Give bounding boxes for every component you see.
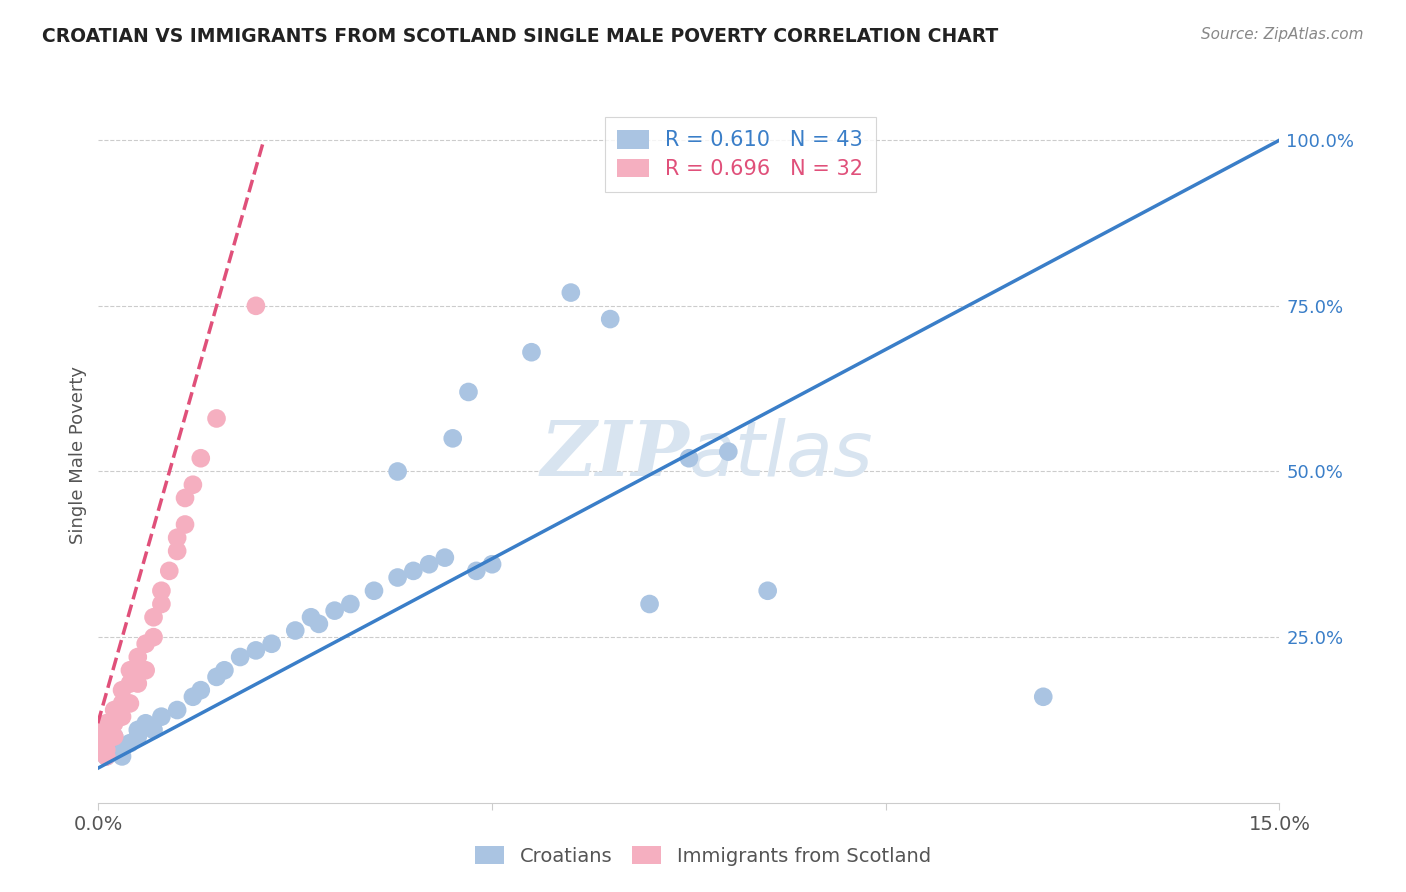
Point — [96, 743, 118, 757]
Point — [457, 384, 479, 399]
Point — [166, 703, 188, 717]
Text: atlas: atlas — [689, 418, 873, 491]
Point — [150, 597, 173, 611]
Point — [127, 730, 149, 744]
Point — [181, 477, 204, 491]
Point — [142, 610, 165, 624]
Point — [103, 736, 125, 750]
Point — [103, 730, 125, 744]
Point — [118, 697, 141, 711]
Point — [229, 650, 252, 665]
Point — [299, 610, 322, 624]
Point — [157, 564, 180, 578]
Point — [111, 743, 134, 757]
Point — [166, 531, 188, 545]
Point — [103, 716, 125, 731]
Point — [308, 616, 330, 631]
Point — [96, 743, 118, 757]
Point — [135, 637, 157, 651]
Point — [678, 451, 700, 466]
Point — [339, 597, 361, 611]
Point — [127, 723, 149, 737]
Point — [387, 570, 409, 584]
Point — [142, 630, 165, 644]
Point — [127, 650, 149, 665]
Text: Source: ZipAtlas.com: Source: ZipAtlas.com — [1201, 27, 1364, 42]
Point — [118, 736, 141, 750]
Point — [560, 285, 582, 300]
Point — [418, 558, 440, 572]
Point — [520, 345, 543, 359]
Point — [402, 564, 425, 578]
Point — [96, 716, 118, 731]
Point — [205, 670, 228, 684]
Point — [717, 444, 740, 458]
Point — [181, 690, 204, 704]
Point — [756, 583, 779, 598]
Point — [481, 558, 503, 572]
Point — [103, 703, 125, 717]
Point — [142, 723, 165, 737]
Point — [96, 736, 118, 750]
Point — [638, 597, 661, 611]
Point — [111, 709, 134, 723]
Point — [135, 716, 157, 731]
Legend: R = 0.610   N = 43, R = 0.696   N = 32: R = 0.610 N = 43, R = 0.696 N = 32 — [605, 118, 876, 192]
Point — [433, 550, 456, 565]
Point — [96, 749, 118, 764]
Point — [214, 663, 236, 677]
Point — [118, 663, 141, 677]
Point — [127, 676, 149, 690]
Point — [96, 749, 118, 764]
Point — [96, 730, 118, 744]
Point — [150, 583, 173, 598]
Point — [387, 465, 409, 479]
Point — [166, 544, 188, 558]
Point — [174, 491, 197, 505]
Point — [441, 431, 464, 445]
Point — [245, 643, 267, 657]
Text: CROATIAN VS IMMIGRANTS FROM SCOTLAND SINGLE MALE POVERTY CORRELATION CHART: CROATIAN VS IMMIGRANTS FROM SCOTLAND SIN… — [42, 27, 998, 45]
Point — [103, 730, 125, 744]
Legend: Croatians, Immigrants from Scotland: Croatians, Immigrants from Scotland — [467, 838, 939, 873]
Point — [174, 517, 197, 532]
Point — [190, 451, 212, 466]
Point — [323, 604, 346, 618]
Point — [111, 683, 134, 698]
Point — [135, 663, 157, 677]
Point — [245, 299, 267, 313]
Point — [260, 637, 283, 651]
Y-axis label: Single Male Poverty: Single Male Poverty — [69, 366, 87, 544]
Point — [150, 709, 173, 723]
Point — [96, 723, 118, 737]
Point — [190, 683, 212, 698]
Point — [118, 676, 141, 690]
Point — [111, 749, 134, 764]
Text: ZIP: ZIP — [540, 418, 689, 491]
Point — [465, 564, 488, 578]
Point — [599, 312, 621, 326]
Point — [111, 697, 134, 711]
Point — [284, 624, 307, 638]
Point — [363, 583, 385, 598]
Point — [205, 411, 228, 425]
Point — [1032, 690, 1054, 704]
